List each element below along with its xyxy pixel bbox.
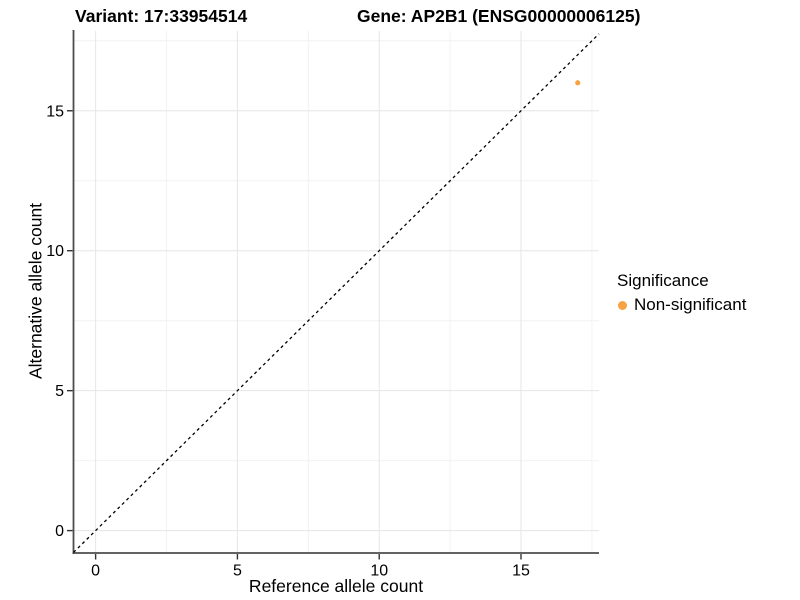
y-tick-label: 15 xyxy=(46,103,64,120)
legend: Significance Non-significant xyxy=(617,271,746,315)
y-tick-label: 0 xyxy=(55,523,64,540)
x-tick-label: 10 xyxy=(370,563,388,580)
plot-title-variant: Variant: 17:33954514 xyxy=(75,6,248,26)
y-axis-title: Alternative allele count xyxy=(25,202,46,380)
identity-dashed-line xyxy=(73,33,600,553)
y-tick-label: 5 xyxy=(55,383,64,400)
legend-item-label: Non-significant xyxy=(634,295,747,314)
data-point xyxy=(575,80,581,86)
x-axis-title: Reference allele count xyxy=(248,576,424,596)
y-tick-label: 10 xyxy=(46,243,64,260)
plot-title-gene: Gene: AP2B1 (ENSG00000006125) xyxy=(357,6,641,26)
x-tick-label: 15 xyxy=(512,563,530,580)
x-tick-label: 5 xyxy=(233,563,242,580)
x-tick-label: 0 xyxy=(91,563,100,580)
legend-item: Non-significant xyxy=(618,295,746,315)
legend-title: Significance xyxy=(617,271,709,290)
legend-point-icon xyxy=(618,300,627,310)
